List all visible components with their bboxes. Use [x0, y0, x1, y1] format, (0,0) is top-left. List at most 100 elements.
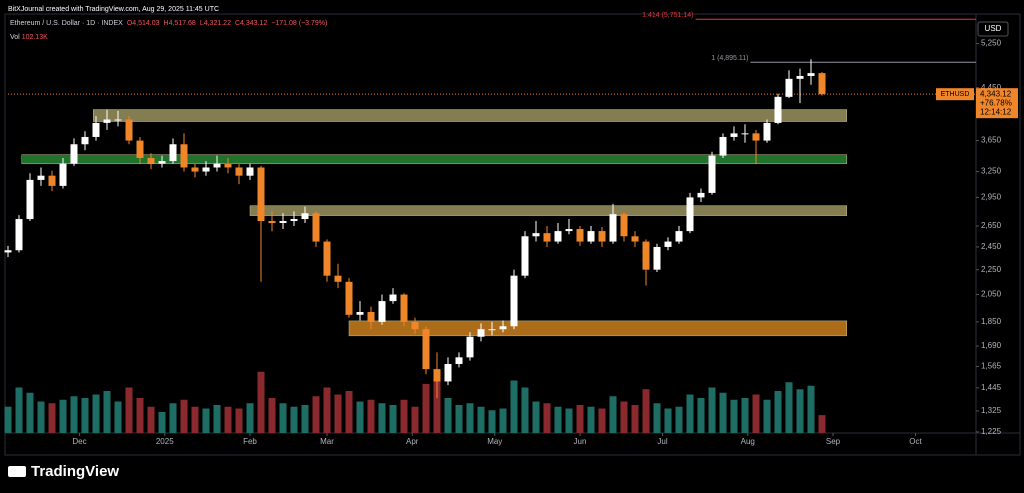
volume-bar	[609, 396, 617, 433]
candle-body	[345, 281, 353, 315]
last-price: 4,343.12	[980, 89, 1012, 98]
x-tick-label: Jul	[657, 437, 667, 446]
candle-body	[389, 294, 397, 302]
volume-bar	[730, 399, 738, 433]
candle-body	[48, 175, 56, 186]
volume-bar	[257, 371, 265, 433]
x-tick-label: Jun	[574, 437, 587, 446]
volume-bar	[246, 403, 254, 433]
candle-body	[543, 233, 551, 242]
volume-bar	[565, 408, 573, 433]
candle-body	[15, 219, 23, 251]
candle-body	[191, 167, 199, 172]
volume-legend: Vol 102.13K	[10, 34, 48, 41]
candle-body	[466, 336, 474, 358]
volume-bar	[686, 394, 694, 433]
candle-body	[290, 219, 298, 222]
candle-body	[26, 179, 34, 220]
volume-bar	[576, 405, 584, 433]
candle-body	[730, 133, 738, 137]
candle-body	[642, 241, 650, 270]
candle-body	[59, 163, 67, 186]
volume-bar	[796, 389, 804, 433]
volume-bar	[114, 401, 122, 433]
x-tick-label: Apr	[406, 437, 419, 446]
candle-body	[356, 311, 364, 315]
candle-body	[631, 236, 639, 242]
volume-bar	[26, 392, 34, 433]
y-tick-label: 1,445	[981, 383, 1002, 392]
candle-body	[675, 231, 683, 242]
volume-bar	[807, 385, 815, 433]
volume-bar	[15, 387, 23, 433]
candle-body	[664, 241, 672, 247]
zone	[21, 154, 847, 165]
volume-bar	[785, 382, 793, 433]
volume-bar	[268, 398, 276, 433]
candle-body	[169, 144, 177, 162]
volume-bar	[334, 394, 342, 433]
y-tick-label: 2,050	[981, 290, 1002, 299]
volume-bar	[477, 406, 485, 433]
volume-bar	[147, 406, 155, 433]
plot: 5,250 4,450 3,650 3,250 2,950 2,650 2,450 2,250…	[4, 12, 1018, 446]
candle-body	[400, 294, 408, 322]
ticker-tag	[936, 88, 974, 101]
candle-body	[477, 329, 485, 337]
volume-bar	[719, 392, 727, 433]
candle-body	[818, 73, 826, 95]
candle-body	[785, 78, 793, 97]
y-tick-label: 1,690	[981, 341, 1002, 350]
candle-body	[686, 197, 694, 232]
volume-bar	[763, 399, 771, 433]
candle-body	[609, 214, 617, 242]
volume-bar	[136, 398, 144, 433]
candle-body	[653, 246, 661, 270]
volume-bar	[587, 406, 595, 433]
candle-body	[774, 96, 782, 123]
candle-body	[378, 301, 386, 322]
candle-body	[620, 214, 628, 237]
volume-bar	[598, 408, 606, 433]
y-tick-label: 1,225	[981, 427, 1002, 436]
volume-bar	[499, 408, 507, 433]
candle-body	[114, 119, 122, 121]
candle-body	[158, 161, 166, 164]
tradingview-logo[interactable]: TradingView	[8, 463, 119, 480]
candle-body	[554, 231, 562, 242]
volume-bar	[81, 398, 89, 433]
volume-bar	[466, 403, 474, 433]
currency-box[interactable]	[977, 21, 1009, 37]
volume-bar	[323, 387, 331, 433]
candle-body	[235, 167, 243, 176]
candle-body	[587, 231, 595, 242]
ohlc-value: L4,321.22	[199, 20, 231, 27]
x-tick-label: Aug	[741, 437, 755, 446]
volume-bar	[455, 405, 463, 433]
candle-body	[224, 163, 232, 168]
y-tick-label: 1,850	[981, 317, 1002, 326]
volume-bar	[411, 406, 419, 433]
chart-frame	[4, 13, 1021, 456]
volume-bar	[290, 406, 298, 433]
zone	[93, 109, 847, 122]
volume-bar	[532, 401, 540, 433]
candle-body	[576, 229, 584, 242]
volume-bar	[169, 403, 177, 433]
candle-body	[136, 140, 144, 158]
volume-bar	[521, 387, 529, 433]
candle-body	[125, 119, 133, 141]
zone	[348, 320, 847, 337]
volume-bar	[642, 389, 650, 433]
volume-bar	[59, 399, 67, 433]
x-tick-label: Mar	[320, 437, 334, 446]
volume-bar	[433, 373, 441, 433]
volume-bar	[356, 401, 364, 433]
y-tick-label: 5,250	[981, 39, 1002, 48]
volume-bar	[158, 412, 166, 433]
candle-body	[213, 163, 221, 168]
candle-body	[719, 136, 727, 156]
volume-bar	[301, 405, 309, 433]
volume-bar	[37, 401, 45, 433]
candle-body	[279, 221, 287, 224]
